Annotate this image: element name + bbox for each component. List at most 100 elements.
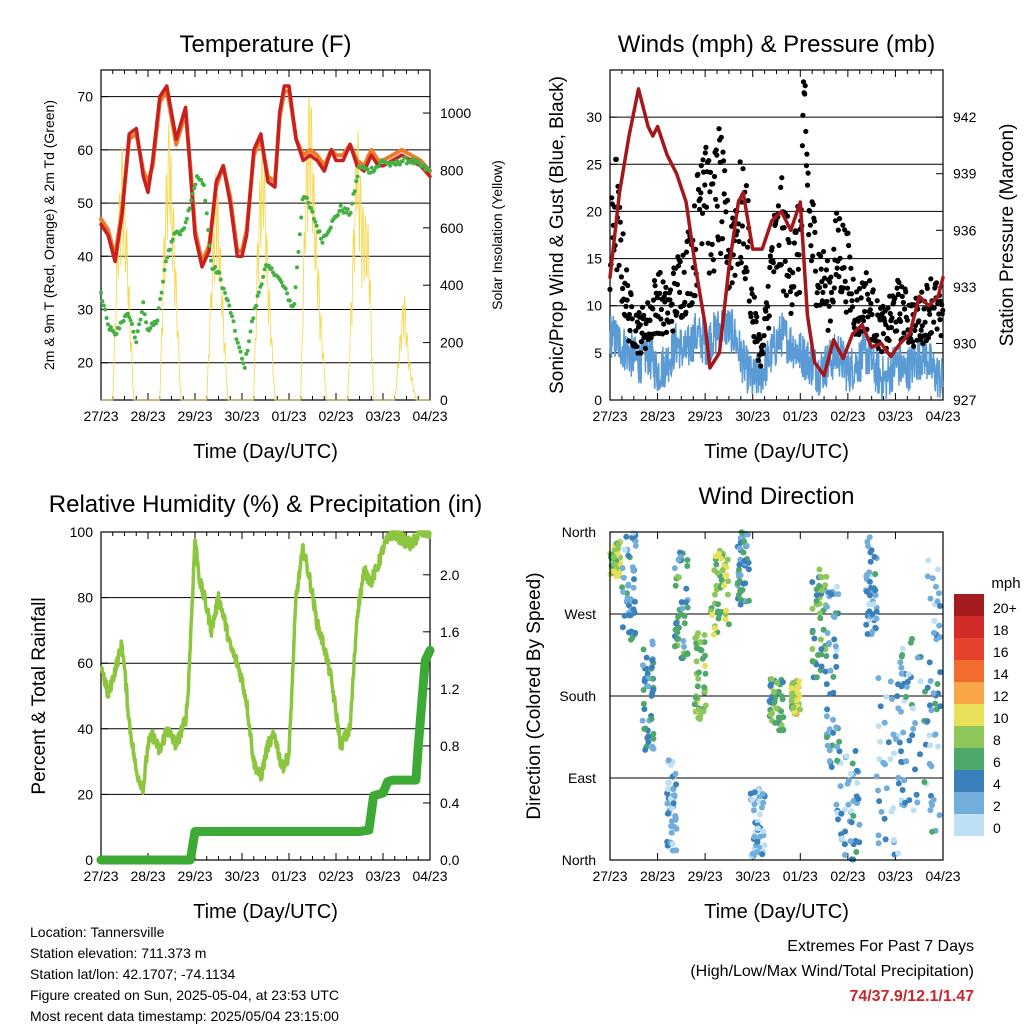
gust-point — [912, 323, 919, 329]
x-tick-label: 01/23 — [783, 408, 818, 424]
direction-point — [890, 731, 897, 738]
direction-point — [830, 673, 837, 680]
gust-point — [796, 289, 803, 296]
direction-point — [826, 758, 833, 765]
gust-point — [932, 285, 938, 291]
direction-point — [737, 587, 744, 593]
precip-line — [96, 645, 435, 865]
dewpoint-point — [137, 322, 142, 327]
x-tick-label: 02/23 — [830, 408, 865, 424]
direction-point — [880, 759, 887, 766]
direction-point — [672, 770, 679, 777]
recent-timestamp: Most recent data timestamp: 2025/05/04 2… — [30, 1008, 339, 1024]
direction-point — [831, 636, 838, 643]
direction-point — [872, 571, 879, 577]
gust-point — [830, 299, 836, 305]
gust-point — [658, 306, 665, 313]
direction-point — [901, 777, 908, 784]
gust-point — [699, 241, 705, 247]
figure-created: Figure created on Sun, 2025-05-04, at 23… — [30, 987, 339, 1003]
gust-point — [803, 128, 809, 134]
gust-point — [885, 305, 891, 311]
gust-point — [639, 304, 646, 310]
gust-point — [823, 267, 830, 273]
direction-point — [719, 567, 726, 574]
direction-point — [736, 561, 743, 568]
direction-point — [613, 573, 620, 580]
gust-point — [822, 283, 828, 289]
direction-point — [650, 730, 657, 737]
dewpoint-point — [121, 319, 126, 323]
gust-point — [638, 339, 645, 345]
direction-point — [927, 742, 934, 749]
gust-point — [651, 278, 658, 284]
direction-point — [924, 718, 931, 725]
direction-point — [903, 693, 909, 700]
gust-point — [877, 317, 883, 323]
direction-point — [699, 655, 706, 662]
rh-line — [99, 530, 432, 795]
gust-point — [793, 229, 799, 235]
dewpoint-point — [295, 265, 299, 270]
direction-point — [650, 745, 657, 752]
direction-point — [738, 597, 745, 603]
gust-point — [698, 163, 704, 169]
x-tick-label: 29/23 — [177, 868, 212, 884]
gust-point — [614, 267, 620, 273]
direction-point — [850, 812, 857, 819]
direction-point — [674, 573, 681, 580]
gust-point — [827, 318, 834, 324]
direction-point — [898, 758, 905, 765]
direction-point — [624, 595, 631, 601]
gust-point — [910, 339, 916, 345]
dewpoint-point — [241, 361, 246, 366]
direction-point — [630, 584, 637, 591]
direction-point — [665, 786, 671, 792]
gust-point — [702, 150, 708, 156]
direction-point — [725, 621, 732, 628]
gust-point — [820, 249, 827, 255]
direction-point — [740, 580, 747, 587]
gust-point — [803, 163, 810, 169]
gust-point — [776, 242, 782, 248]
direction-point — [723, 607, 730, 614]
direction-point — [630, 606, 637, 613]
gust-point — [617, 219, 623, 225]
direction-point — [650, 686, 657, 693]
dewpoint-point — [269, 266, 274, 271]
gust-point — [791, 284, 797, 290]
gust-point — [681, 269, 687, 275]
direction-point — [827, 667, 834, 674]
gust-point — [657, 290, 663, 296]
gust-point — [674, 281, 681, 288]
direction-point — [927, 595, 934, 602]
y-tick-label: 15 — [586, 251, 602, 267]
direction-point — [791, 709, 798, 716]
x-tick-label: 02/23 — [318, 408, 353, 424]
dewpoint-point — [348, 210, 353, 215]
gust-point — [707, 189, 713, 195]
gust-point — [705, 240, 711, 246]
direction-point — [855, 796, 862, 802]
gust-point — [931, 305, 937, 311]
direction-point — [832, 653, 839, 660]
direction-point — [892, 736, 899, 743]
direction-point — [867, 592, 873, 599]
gust-point — [725, 197, 731, 203]
direction-point — [768, 676, 775, 682]
direction-point — [927, 678, 934, 684]
dewpoint-point — [403, 155, 408, 160]
direction-point — [665, 757, 672, 764]
x-tick-label: 28/23 — [640, 408, 675, 424]
direction-point — [888, 808, 895, 815]
direction-point — [839, 835, 846, 842]
gust-point — [898, 318, 904, 324]
gust-point — [765, 283, 771, 289]
dewpoint-point — [244, 351, 249, 356]
direction-point — [672, 582, 679, 589]
gust-point — [818, 266, 824, 272]
direction-point — [873, 615, 880, 622]
gust-point — [812, 268, 819, 274]
direction-point — [641, 706, 648, 713]
gust-point — [832, 218, 839, 224]
